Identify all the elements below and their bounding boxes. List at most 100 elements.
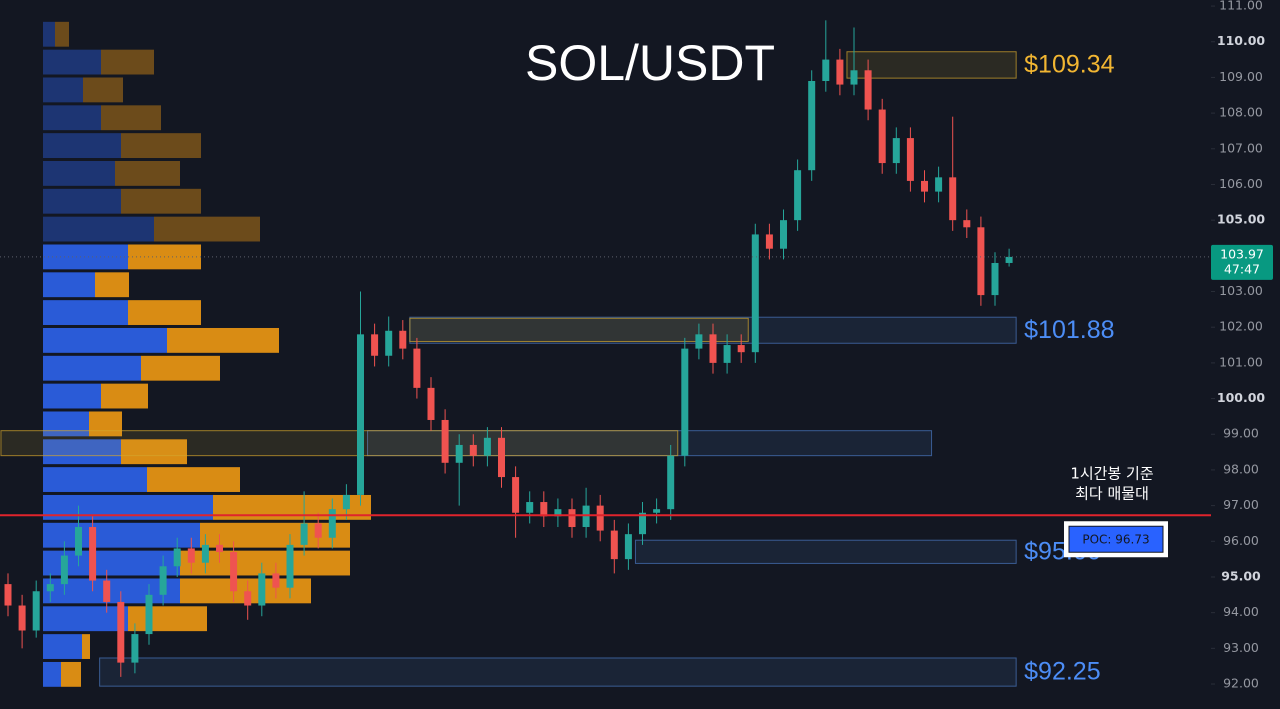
candle-body bbox=[808, 80, 816, 171]
y-tick-label: 107.00 bbox=[1219, 140, 1263, 155]
y-tick-label: 103.00 bbox=[1219, 283, 1263, 298]
candle-body bbox=[131, 634, 139, 663]
zone-label: $101.88 bbox=[1024, 316, 1114, 344]
poc-label: POC: 96.73 bbox=[1082, 533, 1149, 547]
candle-body bbox=[596, 505, 604, 531]
zones bbox=[0, 51, 1017, 687]
candle-body bbox=[173, 548, 181, 567]
y-tick-label: 96.00 bbox=[1223, 533, 1259, 548]
y-tick-label: 97.00 bbox=[1223, 497, 1259, 512]
candle-body bbox=[18, 605, 26, 631]
candle-body bbox=[526, 502, 534, 513]
candle-body bbox=[667, 455, 675, 510]
profile-sell-bar bbox=[121, 439, 187, 465]
candle-body bbox=[258, 573, 266, 606]
y-tick-label: 108.00 bbox=[1219, 105, 1263, 120]
candle-body bbox=[286, 544, 294, 588]
candle-body bbox=[921, 180, 928, 192]
candle-body bbox=[963, 220, 971, 228]
candle-body bbox=[4, 584, 12, 606]
candle-body bbox=[751, 234, 759, 353]
y-tick-label: 98.00 bbox=[1223, 461, 1259, 476]
candle-body bbox=[483, 437, 491, 456]
candle-body bbox=[582, 505, 590, 528]
profile-sell-bar bbox=[101, 49, 154, 75]
candle-body bbox=[244, 591, 252, 606]
candle-body bbox=[357, 334, 364, 495]
price-tag bbox=[1211, 244, 1273, 280]
candle-body bbox=[737, 345, 745, 353]
candle-body bbox=[906, 138, 914, 181]
candle-body bbox=[187, 548, 195, 563]
profile-buy-bar bbox=[43, 49, 101, 75]
poc-box bbox=[1068, 525, 1164, 553]
candle-body bbox=[794, 170, 802, 221]
candle-body bbox=[935, 177, 943, 192]
profile-sell-bar bbox=[200, 522, 350, 548]
candle-body bbox=[540, 502, 548, 517]
profile-buy-bar bbox=[43, 467, 147, 492]
profile-buy-bar bbox=[43, 160, 115, 186]
candle-body bbox=[991, 262, 999, 296]
annotation: 1시간봉 기준 bbox=[1070, 465, 1154, 483]
candle-body bbox=[977, 227, 985, 296]
profile-sell-bar bbox=[141, 355, 220, 381]
candle-body bbox=[75, 527, 82, 556]
candle-body bbox=[892, 138, 900, 164]
candle-body bbox=[342, 494, 350, 510]
candle-body bbox=[653, 509, 661, 513]
candle-body bbox=[60, 555, 68, 585]
candle-body bbox=[46, 584, 54, 592]
candle-body bbox=[272, 573, 280, 588]
profile-buy-bar bbox=[43, 216, 154, 242]
candle-body bbox=[780, 220, 787, 249]
candle-body bbox=[371, 334, 379, 356]
y-tick-label: 101.00 bbox=[1219, 354, 1263, 369]
candle-body bbox=[469, 444, 477, 456]
profile-buy-bar bbox=[43, 133, 121, 158]
candle-body bbox=[89, 527, 97, 581]
candle-body bbox=[441, 419, 449, 463]
profile-sell-bar bbox=[55, 21, 69, 47]
candle-body bbox=[230, 551, 238, 592]
candle-body bbox=[681, 348, 689, 456]
candle-body bbox=[765, 234, 773, 249]
candle-body bbox=[512, 477, 520, 513]
annotation: 최다 매물대 bbox=[1075, 485, 1149, 503]
zone bbox=[846, 51, 1017, 79]
candle-body bbox=[709, 334, 717, 363]
profile-sell-bar bbox=[154, 216, 260, 242]
profile-buy-bar bbox=[43, 327, 167, 353]
profile-sell-bar bbox=[121, 188, 201, 214]
profile-sell-bar bbox=[167, 327, 279, 353]
profile-sell-bar bbox=[128, 606, 207, 632]
y-tick-label: 109.00 bbox=[1219, 69, 1263, 84]
candle-body bbox=[427, 387, 435, 420]
candle-body bbox=[32, 591, 40, 631]
y-tick-label: 92.00 bbox=[1223, 676, 1259, 691]
profile-buy-bar bbox=[43, 272, 95, 298]
candle-body bbox=[850, 70, 858, 85]
chart-title: SOL/USDT bbox=[525, 35, 775, 91]
y-tick-label: 95.00 bbox=[1221, 568, 1261, 583]
candle-body bbox=[836, 59, 844, 85]
profile-buy-bar bbox=[43, 661, 61, 687]
candle-body bbox=[822, 59, 830, 81]
profile-sell-bar bbox=[101, 105, 161, 131]
candle-body bbox=[385, 330, 393, 356]
zone-label: $92.25 bbox=[1024, 658, 1100, 686]
candle-body bbox=[498, 437, 505, 478]
profile-buy-bar bbox=[43, 411, 89, 437]
y-tick-label: 106.00 bbox=[1219, 176, 1263, 191]
profile-sell-bar bbox=[128, 300, 201, 325]
profile-buy-bar bbox=[43, 606, 128, 632]
candle-body bbox=[568, 509, 576, 528]
profile-sell-bar bbox=[83, 77, 123, 103]
profile-buy-bar bbox=[43, 439, 121, 465]
candle-body bbox=[216, 544, 223, 552]
candle-body bbox=[455, 444, 463, 463]
profile-buy-bar bbox=[43, 634, 82, 659]
candle-body bbox=[159, 566, 167, 595]
